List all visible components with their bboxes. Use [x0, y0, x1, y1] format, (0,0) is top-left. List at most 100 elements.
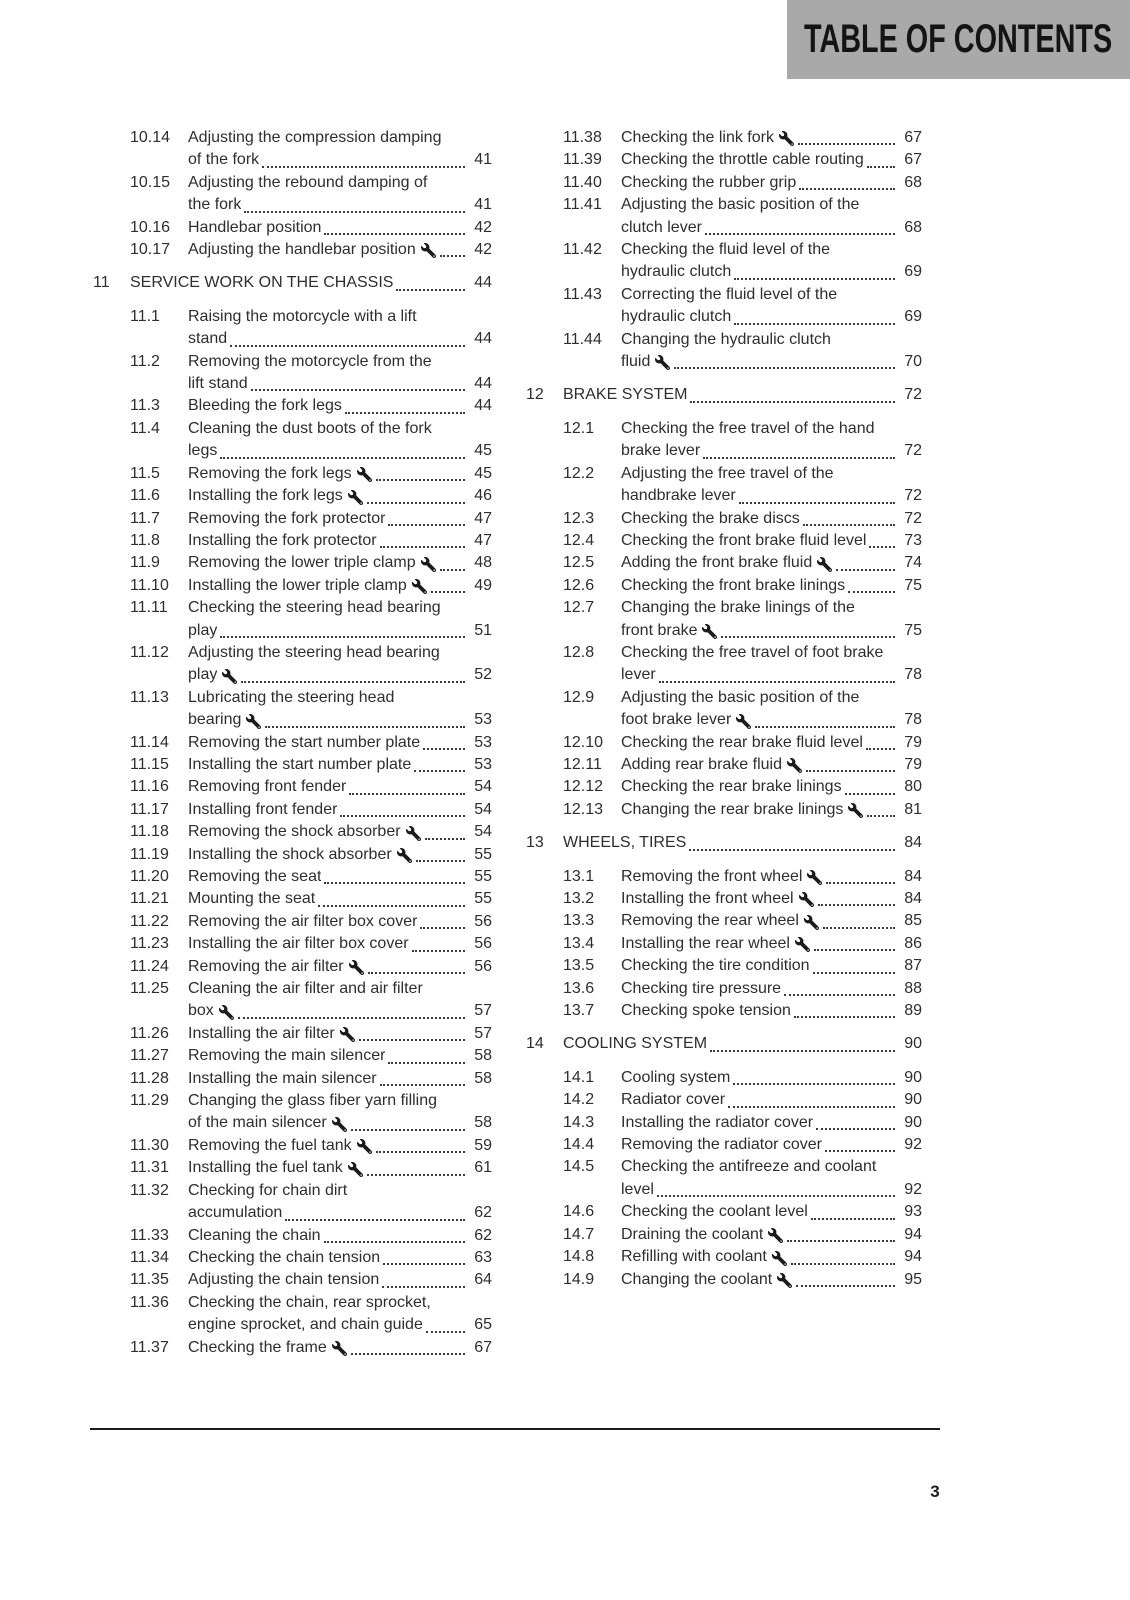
toc-entry: 11.23 Installing the air filter box cover…: [93, 933, 492, 955]
entry-title: Lubricating the steering head: [188, 688, 395, 706]
toc-entry: 11.27 Removing the main silencer 58: [93, 1045, 492, 1067]
toc-entry: 11.25 Cleaning the air filter and air fil…: [93, 978, 492, 1023]
dotted-leader: [824, 1150, 895, 1153]
dotted-leader: [244, 210, 465, 213]
entry-number: 14.6: [563, 1203, 595, 1221]
toc-entry: 11.18 Removing the shock absorber 54: [93, 821, 492, 843]
entry-number: 14.9: [563, 1270, 595, 1288]
wrench-icon: [786, 758, 802, 774]
entry-number: 11.38: [563, 129, 602, 146]
entry-number: 12.8: [563, 643, 595, 661]
entry-page-number: 84: [904, 834, 922, 852]
entry-number: 12.5: [563, 554, 595, 572]
entry-page-number: 87: [904, 957, 922, 975]
entry-number: 11.5: [130, 464, 160, 482]
entry-title: SERVICE WORK ON THE CHASSIS: [130, 274, 394, 292]
entry-title: Adding rear brake fluid: [621, 755, 782, 773]
entry-title: Installing front fender: [188, 800, 338, 818]
toc-entry: 14.2 Radiator cover 90: [526, 1089, 922, 1111]
wrench-icon: [222, 668, 238, 684]
header-bar: TABLE OF CONTENTS: [787, 0, 1130, 79]
dotted-leader: [367, 972, 465, 975]
entry-page-number: 72: [904, 487, 922, 505]
dotted-leader: [366, 1173, 465, 1176]
dotted-leader: [350, 1352, 465, 1355]
dotted-leader: [415, 860, 465, 862]
toc-entry: 11.20 Removing the seat 55: [93, 866, 492, 888]
entry-page-number: 47: [474, 531, 492, 549]
dotted-leader: [734, 277, 895, 280]
toc-entry: 11.10 Installing the lower triple clamp 49: [93, 575, 492, 597]
entry-number: 13.7: [563, 1002, 595, 1020]
entry-title: Cooling system: [621, 1068, 731, 1086]
entry-page-number: 85: [904, 912, 922, 930]
entry-title: Changing the coolant: [621, 1270, 773, 1288]
entry-number: 10.14: [130, 129, 171, 146]
entry-number: 11.17: [130, 800, 169, 818]
dotted-leader: [810, 1217, 895, 1220]
entry-page-number: 59: [474, 1136, 492, 1154]
toc-entry: 11.29 Changing the glass fiber yarn filli…: [93, 1090, 492, 1135]
toc-entry: 12.8 Checking the free travel of foot bra…: [526, 642, 922, 687]
entry-title: Changing the rear brake linings: [621, 800, 844, 818]
entry-page-number: 58: [474, 1047, 492, 1065]
toc-entry: 11.12 Adjusting the steering head bearing…: [93, 642, 492, 687]
entry-title: Removing the air filter box cover: [188, 912, 418, 930]
entry-number: 12.9: [563, 688, 595, 706]
entry-number: 13.5: [563, 957, 595, 975]
entry-number: 10.16: [130, 218, 171, 236]
entry-title: accumulation: [188, 1204, 283, 1222]
entry-number: 12.1: [563, 419, 595, 437]
toc-entry: 12.10 Checking the rear brake fluid level…: [526, 732, 922, 754]
entry-number: 11.14: [130, 733, 169, 751]
entry-number: 11.10: [130, 576, 169, 594]
entry-title: Adding the front brake fluid: [621, 554, 813, 572]
dotted-leader: [396, 288, 465, 291]
dotted-leader: [411, 949, 465, 952]
entry-title: Removing the motorcycle from the: [188, 352, 432, 370]
entry-title: Adjusting the rebound damping of: [188, 173, 428, 191]
entry-number: 11.1: [130, 307, 160, 325]
toc-entry: 11.6 Installing the fork legs 46: [93, 485, 492, 507]
entry-title: Draining the coolant: [621, 1225, 764, 1243]
toc-entry: 11.17 Installing front fender 54: [93, 799, 492, 821]
wrench-icon: [655, 355, 671, 371]
toc-entry: 13.4 Installing the rear wheel 86: [526, 933, 922, 955]
entry-number: 11.26: [130, 1024, 169, 1042]
entry-page-number: 55: [474, 845, 492, 863]
entry-number: 11.4: [130, 419, 160, 437]
toc-entry: 10.17 Adjusting the handlebar position 42: [93, 239, 492, 261]
dotted-leader: [425, 1330, 465, 1333]
entry-number: 12.6: [563, 576, 595, 594]
entry-title: Installing the air filter box cover: [188, 935, 409, 953]
entry-title: Removing the rear wheel: [621, 912, 799, 930]
entry-page-number: 90: [904, 1091, 922, 1109]
entry-title: Handlebar position: [188, 218, 322, 236]
entry-title: Cleaning the air filter and air filter: [188, 980, 423, 998]
entry-page-number: 74: [904, 554, 922, 572]
entry-number: 13.6: [563, 979, 595, 997]
entry-number: 11.28: [130, 1069, 169, 1087]
toc-entry: 13.3 Removing the rear wheel 85: [526, 910, 922, 932]
dotted-leader: [817, 904, 895, 907]
entry-page-number: 94: [904, 1225, 922, 1243]
entry-page-number: 52: [474, 666, 492, 684]
entry-number: 11.31: [130, 1159, 169, 1177]
entry-page-number: 54: [474, 800, 492, 818]
entry-page-number: 41: [474, 151, 492, 169]
dotted-leader: [350, 1128, 465, 1131]
entry-page-number: 93: [904, 1203, 922, 1221]
dotted-leader: [790, 1262, 895, 1265]
dotted-leader: [250, 389, 465, 392]
entry-page-number: 58: [474, 1114, 492, 1132]
entry-number: 11.33: [130, 1226, 169, 1244]
wrench-icon: [777, 1272, 793, 1288]
entry-title: stand: [188, 330, 228, 348]
dotted-leader: [816, 1128, 895, 1131]
entry-title: Installing the fork legs: [188, 487, 343, 505]
entry-page-number: 61: [474, 1159, 492, 1177]
dotted-leader: [439, 568, 465, 571]
entry-title: Checking the coolant level: [621, 1203, 808, 1221]
wrench-icon: [405, 825, 421, 841]
entry-number: 11.3: [130, 397, 160, 415]
